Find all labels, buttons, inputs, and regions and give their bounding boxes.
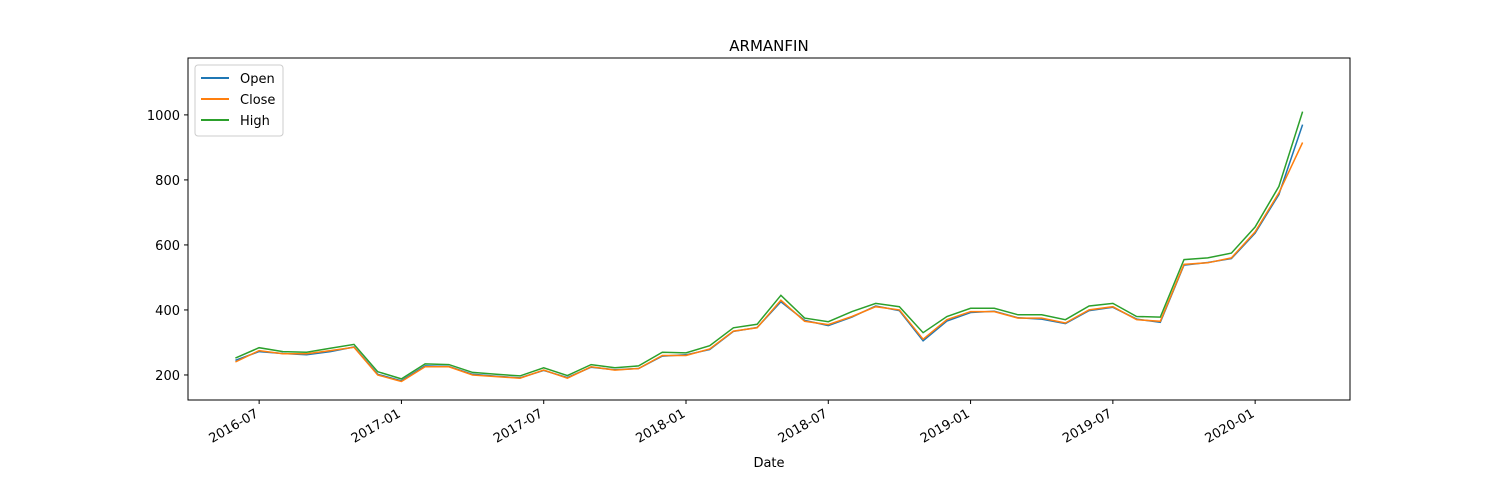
x-tick-label: 2018-01 [633, 406, 688, 446]
y-tick-label: 200 [155, 369, 180, 384]
legend-label: Open [240, 72, 275, 87]
plot-frame [187, 57, 1351, 401]
series-line [235, 142, 1304, 383]
series-line [235, 111, 1304, 380]
x-tick-label: 2018-07 [776, 406, 831, 446]
legend-label: High [240, 114, 270, 129]
y-tick-label: 600 [155, 239, 180, 254]
y-tick-label: 400 [155, 304, 180, 319]
y-tick-label: 800 [155, 174, 180, 189]
x-tick-label: 2016-07 [207, 406, 262, 446]
x-tick-label: 2019-07 [1060, 406, 1115, 446]
x-tick-label: 2020-01 [1203, 406, 1258, 446]
legend-label: Close [240, 93, 275, 108]
series-line [235, 124, 1304, 382]
y-tick-label: 1000 [147, 109, 180, 124]
chart-title: ARMANFIN [729, 37, 808, 55]
x-axis-label: Date [753, 456, 784, 471]
x-tick-label: 2017-07 [491, 406, 546, 446]
x-tick-label: 2019-01 [918, 406, 973, 446]
x-tick-label: 2017-01 [349, 406, 404, 446]
legend-box [194, 64, 284, 137]
